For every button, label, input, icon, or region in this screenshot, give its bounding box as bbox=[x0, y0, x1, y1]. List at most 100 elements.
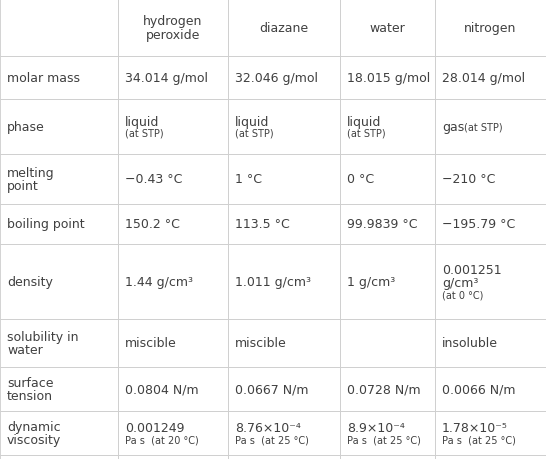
Text: (at STP): (at STP) bbox=[464, 122, 503, 132]
Text: gas: gas bbox=[442, 121, 464, 134]
Text: 0.0066 N/m: 0.0066 N/m bbox=[442, 383, 515, 396]
Text: viscosity: viscosity bbox=[7, 433, 61, 446]
Text: liquid: liquid bbox=[235, 116, 269, 129]
Bar bbox=[0, 367, 118, 411]
Bar bbox=[435, 0, 546, 57]
Text: water: water bbox=[370, 22, 405, 35]
Text: liquid: liquid bbox=[125, 116, 159, 129]
Bar bbox=[0, 205, 118, 245]
Bar bbox=[435, 155, 546, 205]
Text: insoluble: insoluble bbox=[442, 337, 498, 350]
Text: liquid: liquid bbox=[347, 116, 381, 129]
Bar bbox=[118, 367, 228, 411]
Bar bbox=[435, 57, 546, 100]
Bar bbox=[340, 367, 435, 411]
Bar bbox=[0, 57, 118, 100]
Bar bbox=[228, 0, 340, 57]
Text: miscible: miscible bbox=[125, 337, 177, 350]
Bar bbox=[340, 411, 435, 455]
Text: solubility in: solubility in bbox=[7, 330, 79, 343]
Bar bbox=[340, 319, 435, 367]
Text: 113.5 °C: 113.5 °C bbox=[235, 218, 290, 231]
Text: 8.9×10⁻⁴: 8.9×10⁻⁴ bbox=[347, 421, 405, 435]
Bar bbox=[228, 205, 340, 245]
Text: 18.015 g/mol: 18.015 g/mol bbox=[347, 72, 430, 85]
Bar bbox=[435, 245, 546, 319]
Text: 0.0667 N/m: 0.0667 N/m bbox=[235, 383, 308, 396]
Bar bbox=[228, 245, 340, 319]
Bar bbox=[340, 455, 435, 459]
Text: 150.2 °C: 150.2 °C bbox=[125, 218, 180, 231]
Text: Pa s  (at 25 °C): Pa s (at 25 °C) bbox=[347, 435, 421, 444]
Bar bbox=[228, 155, 340, 205]
Bar bbox=[435, 411, 546, 455]
Text: 1 g/cm³: 1 g/cm³ bbox=[347, 275, 395, 288]
Bar bbox=[228, 455, 340, 459]
Text: g/cm³: g/cm³ bbox=[442, 277, 478, 290]
Text: melting: melting bbox=[7, 167, 55, 179]
Text: −210 °C: −210 °C bbox=[442, 173, 495, 186]
Bar bbox=[118, 100, 228, 155]
Bar bbox=[228, 367, 340, 411]
Bar bbox=[228, 319, 340, 367]
Bar bbox=[340, 100, 435, 155]
Bar bbox=[0, 100, 118, 155]
Text: 28.014 g/mol: 28.014 g/mol bbox=[442, 72, 525, 85]
Text: −195.79 °C: −195.79 °C bbox=[442, 218, 515, 231]
Text: 0.001251: 0.001251 bbox=[442, 264, 502, 277]
Bar bbox=[118, 411, 228, 455]
Text: molar mass: molar mass bbox=[7, 72, 80, 85]
Text: phase: phase bbox=[7, 121, 45, 134]
Text: Pa s  (at 25 °C): Pa s (at 25 °C) bbox=[235, 435, 309, 444]
Bar bbox=[340, 155, 435, 205]
Text: tension: tension bbox=[7, 389, 53, 402]
Bar bbox=[340, 57, 435, 100]
Text: Pa s  (at 25 °C): Pa s (at 25 °C) bbox=[442, 435, 516, 444]
Bar bbox=[340, 245, 435, 319]
Text: Pa s  (at 20 °C): Pa s (at 20 °C) bbox=[125, 435, 199, 444]
Text: nitrogen: nitrogen bbox=[464, 22, 517, 35]
Text: 0 °C: 0 °C bbox=[347, 173, 374, 186]
Text: point: point bbox=[7, 179, 39, 193]
Bar bbox=[435, 319, 546, 367]
Bar bbox=[435, 205, 546, 245]
Bar bbox=[118, 155, 228, 205]
Text: 1.011 g/cm³: 1.011 g/cm³ bbox=[235, 275, 311, 288]
Bar bbox=[118, 455, 228, 459]
Bar bbox=[118, 205, 228, 245]
Text: (at STP): (at STP) bbox=[347, 129, 385, 139]
Bar bbox=[118, 57, 228, 100]
Bar bbox=[0, 319, 118, 367]
Text: 1 °C: 1 °C bbox=[235, 173, 262, 186]
Bar bbox=[435, 100, 546, 155]
Bar bbox=[118, 319, 228, 367]
Bar bbox=[0, 411, 118, 455]
Text: 1.78×10⁻⁵: 1.78×10⁻⁵ bbox=[442, 421, 508, 435]
Text: (at STP): (at STP) bbox=[125, 129, 164, 139]
Bar bbox=[0, 155, 118, 205]
Text: boiling point: boiling point bbox=[7, 218, 85, 231]
Text: hydrogen
peroxide: hydrogen peroxide bbox=[143, 15, 203, 42]
Text: 32.046 g/mol: 32.046 g/mol bbox=[235, 72, 318, 85]
Bar bbox=[0, 0, 118, 57]
Text: density: density bbox=[7, 275, 53, 288]
Bar bbox=[118, 0, 228, 57]
Text: water: water bbox=[7, 343, 43, 356]
Text: 0.0728 N/m: 0.0728 N/m bbox=[347, 383, 420, 396]
Text: miscible: miscible bbox=[235, 337, 287, 350]
Text: 0.0804 N/m: 0.0804 N/m bbox=[125, 383, 199, 396]
Bar bbox=[118, 245, 228, 319]
Text: 0.001249: 0.001249 bbox=[125, 421, 185, 435]
Bar bbox=[0, 245, 118, 319]
Bar bbox=[228, 57, 340, 100]
Bar bbox=[340, 0, 435, 57]
Bar bbox=[340, 205, 435, 245]
Text: 8.76×10⁻⁴: 8.76×10⁻⁴ bbox=[235, 421, 301, 435]
Bar bbox=[228, 411, 340, 455]
Text: (at STP): (at STP) bbox=[235, 129, 274, 139]
Bar bbox=[435, 455, 546, 459]
Text: diazane: diazane bbox=[259, 22, 308, 35]
Text: (at 0 °C): (at 0 °C) bbox=[442, 290, 483, 300]
Text: 34.014 g/mol: 34.014 g/mol bbox=[125, 72, 208, 85]
Text: surface: surface bbox=[7, 376, 54, 389]
